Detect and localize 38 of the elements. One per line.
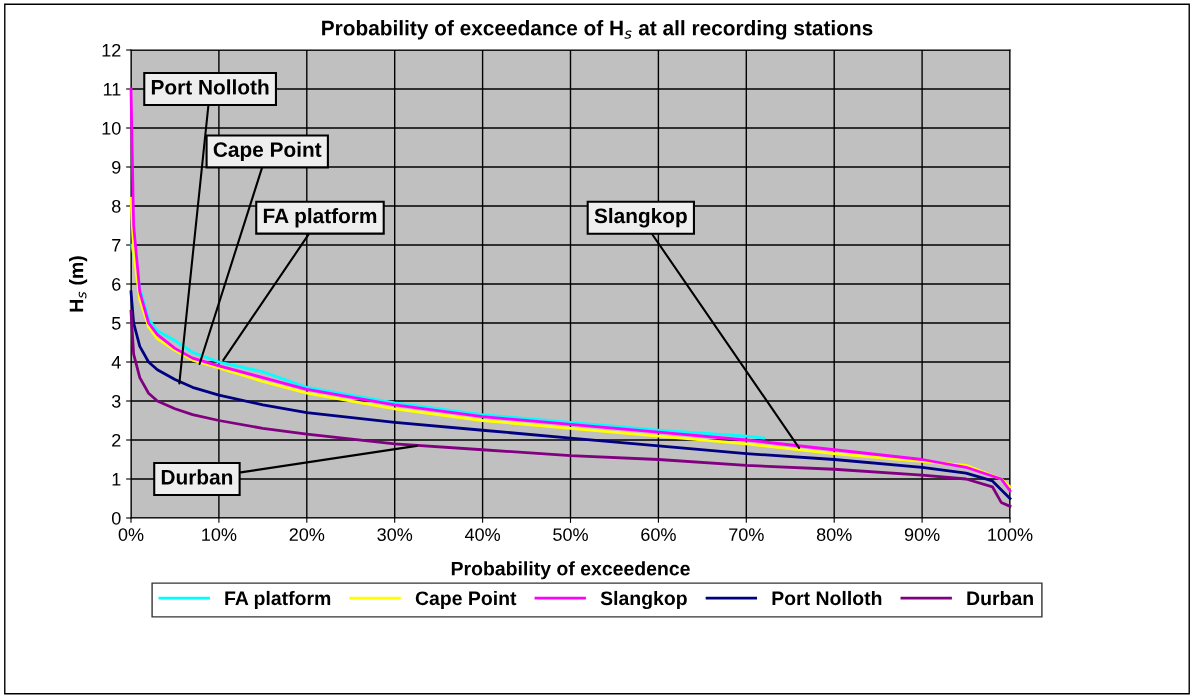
chart-title: Probability of exceedance of H$_{s}$ at all recording stations [322, 20, 873, 40]
y-tick-label: 12 [102, 43, 121, 57]
y-tick-label: 6 [112, 277, 121, 291]
x-tick-label: 40% [464, 528, 501, 541]
y-tick-label: 1 [112, 473, 121, 486]
x-tick-label: 100% [988, 528, 1033, 541]
x-axis-title: Probability of exceedence [451, 561, 690, 580]
legend-label: FA platform [225, 590, 331, 610]
y-tick-label: 0 [111, 511, 121, 525]
y-tick-label: 7 [112, 239, 121, 252]
y-tick-label: 5 [111, 317, 121, 330]
x-tick-label: 0% [118, 528, 144, 541]
x-tick-label: 90% [904, 528, 940, 541]
y-tick-label: 9 [112, 160, 121, 174]
x-tick-label: 30% [377, 528, 413, 541]
y-tick-label: 4 [111, 356, 121, 369]
y-tick-label: 3 [111, 394, 121, 408]
annotation: Cape Point [213, 141, 322, 162]
annotation: Durban [161, 469, 233, 485]
y-tick-label: 11 [103, 83, 121, 96]
x-tick-label: 70% [729, 528, 764, 541]
x-tick-label: 60% [641, 528, 676, 541]
x-tick-label: 10% [202, 528, 237, 541]
x-tick-label: 80% [816, 528, 852, 541]
annotation: Port Nolloth [151, 79, 269, 95]
x-tick-label: 50% [553, 528, 588, 541]
y-tick-label: 8 [112, 199, 121, 213]
legend-label: Durban [967, 590, 1033, 606]
legend-label: Port Nolloth [772, 590, 882, 606]
annotation: FA platform [263, 207, 377, 228]
legend-label: Cape Point [415, 590, 517, 610]
x-tick-label: 20% [289, 528, 325, 541]
annotation: Slangkop [594, 207, 687, 228]
y-axis-title: H$_{s}$ (m) [69, 256, 88, 312]
line-series [129, 196, 1012, 489]
y-tick-label: 2 [112, 433, 121, 447]
y-tick-label: 10 [102, 121, 121, 135]
legend-label: Slangkop [600, 590, 687, 610]
